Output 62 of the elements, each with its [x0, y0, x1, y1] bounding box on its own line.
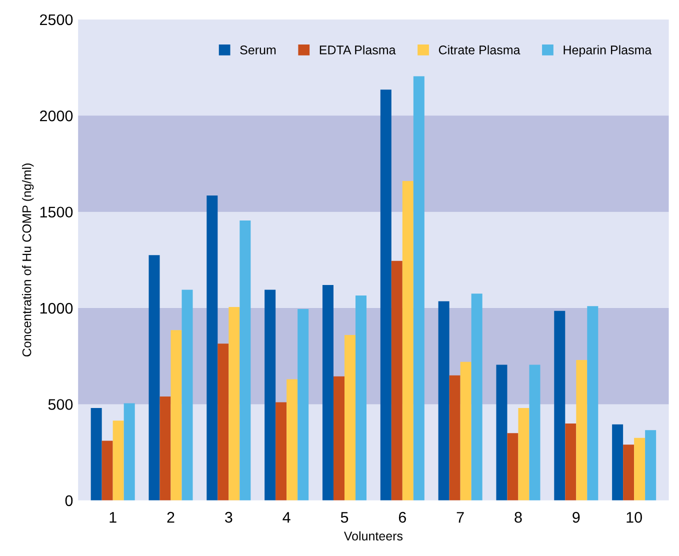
x-tick-label: 3 [225, 512, 232, 523]
bar [402, 181, 414, 500]
bar [240, 220, 251, 500]
x-tick-label: 9 [572, 512, 580, 523]
bar [529, 364, 540, 500]
bar [218, 344, 229, 500]
x-tick-label: 7 [456, 512, 464, 523]
bar [518, 408, 530, 500]
bar [449, 375, 460, 500]
bar [565, 423, 576, 500]
bar [276, 402, 287, 500]
bar [322, 284, 334, 500]
x-tick-label: 4 [282, 512, 290, 523]
bar [496, 364, 508, 500]
bar [623, 444, 634, 500]
legend-label: Serum [240, 46, 276, 54]
bar [460, 362, 472, 500]
y-tick-label: 1000 [40, 302, 73, 314]
y-axis-title: Concentration of Hu COMP (ng/ml) [22, 164, 34, 356]
x-tick-label: 5 [340, 512, 348, 523]
bar [612, 424, 624, 500]
x-tick-label: 1 [110, 512, 116, 523]
bar [645, 430, 656, 500]
bar [587, 306, 598, 500]
bar [228, 307, 240, 500]
bar [380, 90, 392, 500]
bar [182, 290, 193, 500]
bar [634, 438, 646, 500]
bar [333, 376, 344, 500]
bar [438, 301, 450, 500]
bar [90, 408, 102, 500]
x-tick-label: 6 [398, 512, 406, 523]
bar [160, 396, 171, 500]
legend-label: Citrate Plasma [438, 45, 520, 54]
bar [124, 403, 135, 500]
bar [344, 334, 356, 500]
bar [148, 255, 160, 500]
legend-label: EDTA Plasma [320, 45, 396, 54]
bar [471, 294, 482, 500]
bar [170, 330, 182, 500]
bar [112, 420, 124, 500]
y-tick-label: 2000 [40, 110, 73, 122]
y-tick-label: 500 [48, 399, 73, 410]
x-tick-label: 8 [514, 512, 522, 523]
x-tick-label: 10 [626, 512, 642, 523]
y-tick-label: 0 [65, 495, 73, 506]
bar [298, 308, 309, 500]
bar [355, 296, 366, 500]
bar [391, 260, 402, 500]
bar [413, 76, 424, 500]
bar [554, 310, 566, 500]
bar [264, 290, 276, 500]
bar [206, 195, 218, 500]
x-axis-title: Volunteers [344, 531, 403, 540]
bar [576, 360, 588, 500]
bar [507, 433, 518, 500]
y-tick-label: 2500 [40, 14, 73, 26]
bar [286, 379, 298, 500]
y-tick-label: 1500 [40, 206, 73, 218]
legend-label: Heparin Plasma [564, 45, 652, 57]
bar [102, 440, 113, 500]
x-tick-label: 2 [167, 512, 174, 523]
